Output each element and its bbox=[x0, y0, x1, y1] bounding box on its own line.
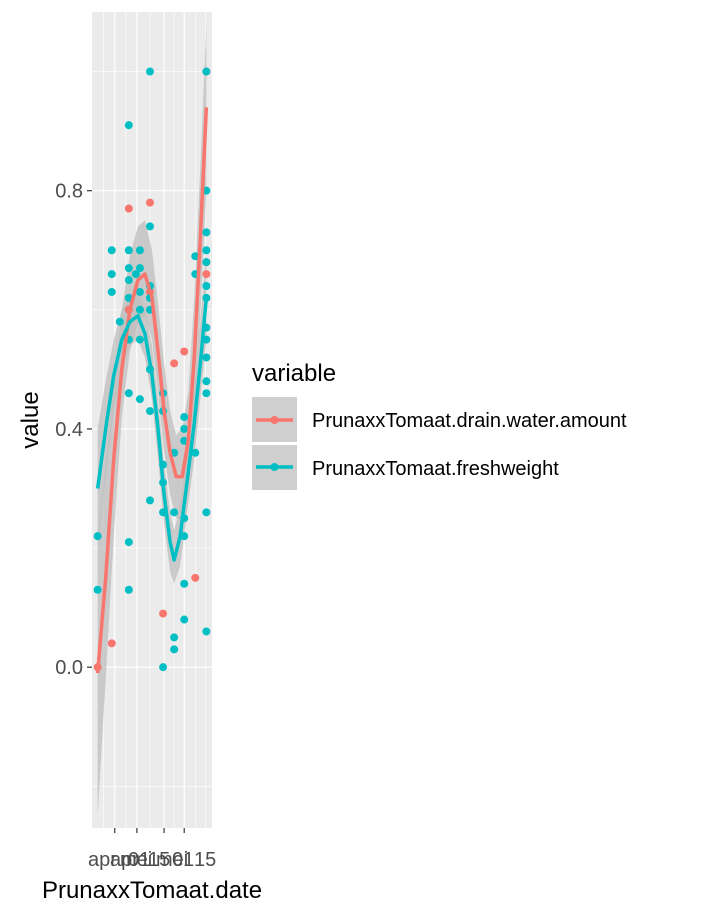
data-point-fresh bbox=[170, 633, 179, 642]
data-point-drain bbox=[202, 270, 211, 279]
data-point-drain bbox=[191, 573, 200, 582]
data-point-fresh bbox=[191, 448, 200, 457]
data-point-fresh bbox=[124, 389, 133, 398]
data-point-fresh bbox=[124, 276, 133, 285]
data-point-drain bbox=[170, 359, 179, 368]
data-point-fresh bbox=[107, 246, 116, 255]
data-points bbox=[93, 67, 211, 672]
data-point-drain bbox=[159, 609, 168, 618]
data-point-fresh bbox=[145, 67, 154, 76]
data-point-drain bbox=[107, 639, 116, 648]
data-point-fresh bbox=[135, 264, 144, 273]
data-point-fresh bbox=[135, 395, 144, 404]
x-tick-label: 01 bbox=[172, 849, 194, 871]
x-axis-title: PrunaxxTomaat.date bbox=[42, 877, 262, 904]
data-point-fresh bbox=[93, 585, 102, 594]
legend-key-point-fresh bbox=[270, 463, 279, 471]
data-point-fresh bbox=[135, 305, 144, 314]
data-point-fresh bbox=[202, 258, 211, 267]
data-point-fresh bbox=[202, 508, 211, 517]
x-tick-label: apr bbox=[110, 849, 139, 871]
data-point-fresh bbox=[135, 246, 144, 255]
y-tick-label: 0.8 bbox=[55, 181, 83, 203]
data-point-fresh bbox=[145, 407, 154, 416]
data-point-fresh bbox=[180, 615, 189, 624]
data-point-fresh bbox=[170, 508, 179, 517]
data-point-drain bbox=[180, 347, 189, 356]
smooth-lines bbox=[95, 107, 209, 674]
x-tick-label: mei bbox=[120, 849, 152, 871]
data-point-fresh bbox=[115, 317, 124, 326]
data-point-fresh bbox=[124, 121, 133, 130]
x-tick-label: 15 bbox=[194, 849, 216, 871]
data-point-fresh bbox=[124, 264, 133, 273]
data-point-fresh bbox=[180, 424, 189, 433]
data-point-fresh bbox=[124, 585, 133, 594]
data-point-drain bbox=[145, 198, 154, 207]
y-axis-title: value bbox=[17, 391, 44, 448]
smooth-line-drain bbox=[95, 107, 209, 674]
y-tick-label: 0.4 bbox=[55, 419, 83, 441]
data-point-fresh bbox=[107, 287, 116, 296]
data-point-fresh bbox=[170, 645, 179, 654]
data-point-fresh bbox=[180, 579, 189, 588]
data-point-fresh bbox=[202, 353, 211, 362]
data-point-fresh bbox=[202, 377, 211, 386]
data-point-fresh bbox=[124, 538, 133, 547]
data-point-fresh bbox=[131, 270, 140, 279]
x-tick-label: mei bbox=[156, 849, 188, 871]
y-tick-label: 0.0 bbox=[55, 657, 83, 679]
data-point-fresh bbox=[93, 532, 102, 541]
legend-key-point-drain bbox=[270, 416, 279, 424]
data-point-fresh bbox=[159, 663, 168, 672]
data-point-fresh bbox=[145, 222, 154, 231]
x-tick-label: 15 bbox=[148, 849, 170, 871]
data-point-fresh bbox=[180, 532, 189, 541]
data-point-fresh bbox=[202, 246, 211, 255]
data-point-fresh bbox=[202, 228, 211, 237]
x-tick-label: apr bbox=[88, 849, 117, 871]
data-point-fresh bbox=[202, 389, 211, 398]
data-point-fresh bbox=[180, 413, 189, 422]
data-point-fresh bbox=[135, 287, 144, 296]
data-point-fresh bbox=[202, 627, 211, 636]
data-point-fresh bbox=[202, 67, 211, 76]
data-point-fresh bbox=[135, 335, 144, 344]
data-point-fresh bbox=[191, 252, 200, 261]
data-point-fresh bbox=[124, 246, 133, 255]
legend: variable PrunaxxTomaat.drain.water.amoun… bbox=[252, 360, 627, 490]
legend-label-fresh: PrunaxxTomaat.freshweight bbox=[312, 458, 559, 480]
legend-label-drain: PrunaxxTomaat.drain.water.amount bbox=[312, 410, 627, 432]
smooth-line-fresh bbox=[95, 297, 209, 562]
data-point-drain bbox=[124, 204, 133, 213]
legend-title: variable bbox=[252, 360, 336, 387]
data-point-fresh bbox=[107, 270, 116, 279]
data-point-fresh bbox=[202, 281, 211, 290]
data-point-fresh bbox=[145, 496, 154, 505]
x-tick-label: 01 bbox=[128, 849, 150, 871]
